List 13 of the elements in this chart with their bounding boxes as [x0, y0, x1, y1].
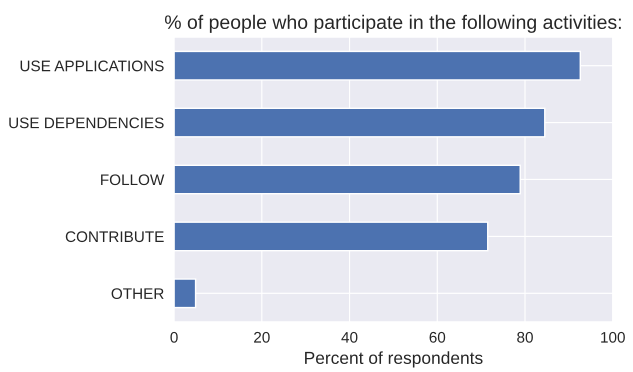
x-axis-title: Percent of respondents	[305, 351, 483, 368]
x-tick-label: 100	[601, 332, 625, 343]
x-tick-label: 20	[254, 332, 270, 343]
chart-title: % of people who participate in the following activities:	[164, 14, 621, 33]
x-tick-label: 60	[430, 332, 446, 343]
x-tick-label: 0	[170, 332, 178, 343]
y-tick-label: OTHER	[112, 288, 164, 300]
y-tick-label: USE DEPENDENCIES	[9, 117, 164, 128]
y-tick-label: CONTRIBUTE	[66, 231, 164, 242]
y-tick-label: FOLLOW	[101, 174, 164, 186]
y-tick-label: USE APPLICATIONS	[20, 60, 164, 72]
x-tick-label: 80	[517, 332, 533, 343]
x-tick-label: 40	[341, 332, 358, 343]
